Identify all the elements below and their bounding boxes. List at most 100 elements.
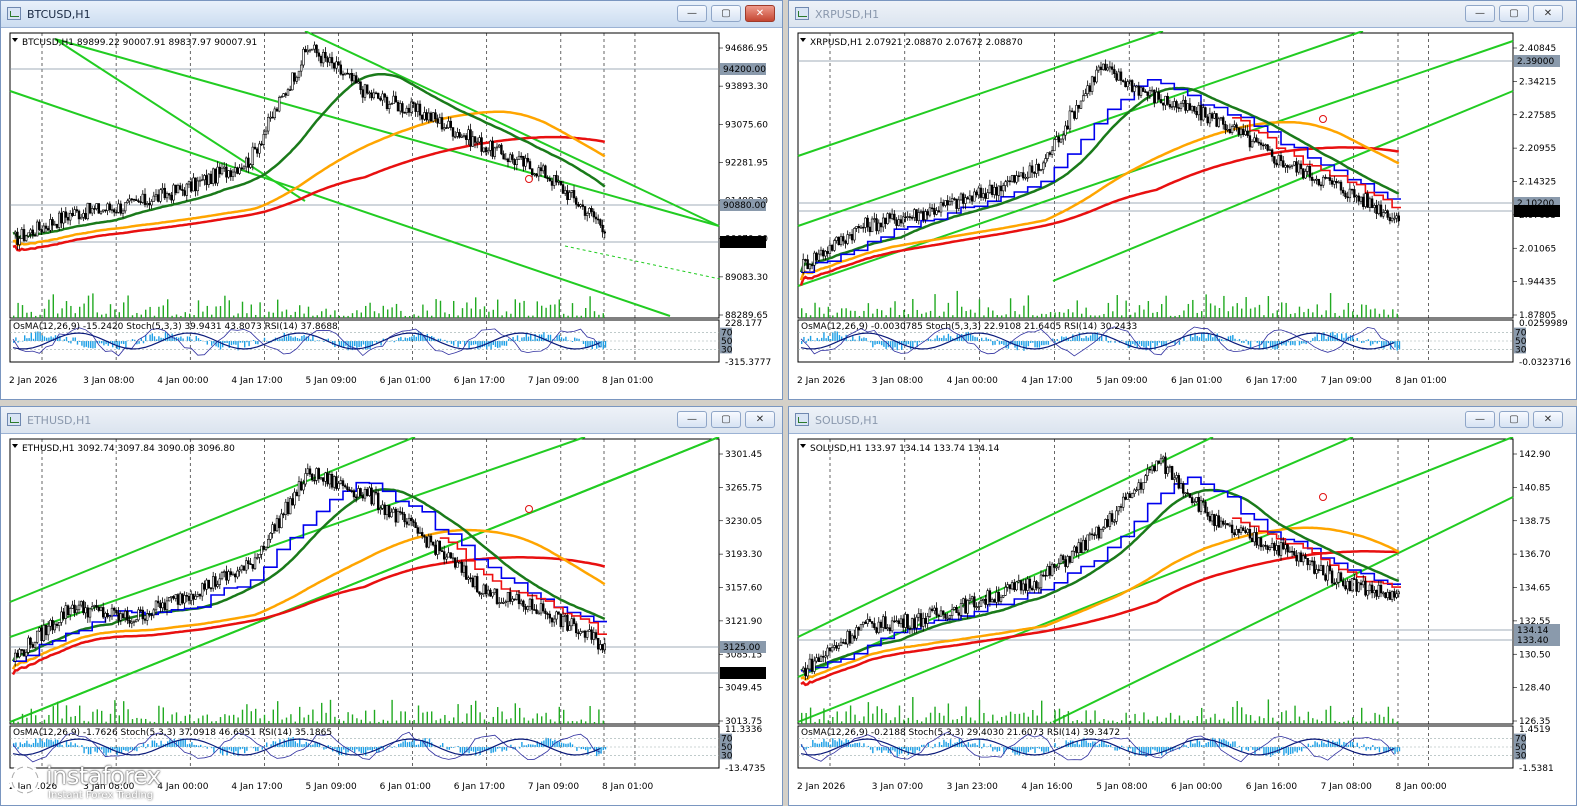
candle-body: [438, 540, 441, 551]
histogram-bar: [1381, 341, 1383, 349]
candle-body: [1242, 128, 1245, 135]
moving-average-fast: [11, 488, 606, 662]
maximize-button[interactable]: ▢: [1499, 5, 1529, 22]
volume-bar: [109, 713, 112, 724]
candle-body: [416, 527, 419, 534]
histogram-bar: [327, 745, 329, 747]
histogram-bar: [21, 744, 24, 747]
minimize-button[interactable]: —: [1465, 411, 1495, 428]
histogram-bar: [169, 335, 171, 341]
window-titlebar[interactable]: SOLUSD,H1 — ▢ ✕: [789, 407, 1576, 434]
candle-body: [412, 101, 415, 105]
maximize-button[interactable]: ▢: [711, 5, 741, 22]
volume-bar: [947, 703, 950, 724]
histogram-bar: [182, 338, 184, 341]
candle-body: [511, 598, 514, 602]
chart-window-btcusd[interactable]: BTCUSD,H1 — ▢ ✕ BTCUSD,H1 89899.22 90007…: [0, 0, 783, 400]
chart-area[interactable]: XRPUSD,H1 2.07921 2.08870 2.07672 2.0887…: [793, 31, 1571, 397]
chart-svg[interactable]: ETHUSD,H1 3092.74 3097.84 3090.08 3096.8…: [5, 437, 777, 803]
histogram-bar: [896, 747, 898, 757]
histogram-bar: [125, 341, 127, 348]
moving-average-slow: [12, 135, 606, 252]
volume-bar: [1227, 311, 1230, 318]
volume-bar: [180, 315, 182, 318]
close-button[interactable]: ✕: [1533, 5, 1563, 22]
volume-bar: [836, 711, 838, 724]
candle-body: [258, 553, 261, 558]
candle-body: [1099, 529, 1103, 539]
volume-bar: [558, 299, 560, 318]
volume-bar: [589, 296, 591, 318]
close-button[interactable]: ✕: [1533, 411, 1563, 428]
minimize-button[interactable]: —: [677, 411, 707, 428]
chart-area[interactable]: ETHUSD,H1 3092.74 3097.84 3090.08 3096.8…: [5, 437, 777, 803]
candle-body: [1050, 563, 1054, 576]
candle-body: [1002, 595, 1005, 598]
chart-window-ethusd[interactable]: ETHUSD,H1 — ▢ ✕ ETHUSD,H1 3092.74 3097.8…: [0, 406, 783, 806]
minimize-button[interactable]: —: [677, 5, 707, 22]
window-titlebar[interactable]: ETHUSD,H1 — ▢ ✕: [1, 407, 782, 434]
histogram-bar: [1378, 341, 1381, 342]
candle-body: [440, 550, 444, 552]
candle-body: [1086, 534, 1089, 551]
volume-bar: [536, 713, 538, 724]
candle-body: [1193, 501, 1196, 504]
candle-body: [434, 544, 437, 555]
histogram-bar: [285, 741, 288, 747]
time-axis-label: 4 Jan 00:00: [157, 376, 209, 386]
histogram-bar: [530, 333, 532, 341]
window-titlebar[interactable]: BTCUSD,H1 — ▢ ✕: [1, 1, 782, 28]
maximize-button[interactable]: ▢: [1499, 411, 1529, 428]
chart-svg[interactable]: BTCUSD,H1 89899.22 90007.91 89837.97 900…: [5, 31, 777, 397]
histogram-bar: [1263, 341, 1265, 350]
close-button[interactable]: ✕: [745, 411, 775, 428]
volume-bar: [1023, 712, 1025, 724]
chart-area[interactable]: SOLUSD,H1 133.97 134.14 133.74 134.14 OsM…: [793, 437, 1571, 803]
candle-body: [1017, 580, 1020, 583]
histogram-bar: [1163, 747, 1165, 752]
chart-svg[interactable]: SOLUSD,H1 133.97 134.14 133.74 134.14OsM…: [793, 437, 1571, 803]
candle-body: [16, 231, 19, 245]
candle-body: [1284, 165, 1287, 168]
chart-area[interactable]: BTCUSD,H1 89899.22 90007.91 89837.97 900…: [5, 31, 777, 397]
histogram-bar: [1327, 739, 1330, 747]
candle-body: [815, 252, 818, 261]
histogram-bar: [1341, 333, 1343, 341]
candle-body: [1344, 585, 1347, 590]
chart-svg[interactable]: XRPUSD,H1 2.07921 2.08870 2.07672 2.0887…: [793, 31, 1571, 397]
histogram-bar: [415, 744, 417, 747]
volume-bar: [422, 712, 424, 724]
histogram-bar: [1009, 747, 1012, 749]
candle-body: [196, 180, 199, 192]
candle-body: [392, 95, 395, 104]
minimize-button[interactable]: —: [1465, 5, 1495, 22]
candle-body: [269, 116, 272, 119]
histogram-bar: [158, 336, 160, 341]
candle-body: [944, 614, 947, 619]
volume-bar: [272, 709, 274, 724]
candle-body: [888, 627, 892, 632]
candle-body: [286, 501, 290, 515]
candle-body: [1102, 63, 1105, 70]
histogram-bar: [585, 747, 587, 751]
candle-body: [1344, 192, 1347, 198]
window-titlebar[interactable]: XRPUSD,H1 — ▢ ✕: [789, 1, 1576, 28]
chart-window-solusd[interactable]: SOLUSD,H1 — ▢ ✕ SOLUSD,H1 133.97 134.14 …: [788, 406, 1577, 806]
candle-body: [917, 212, 920, 221]
close-button[interactable]: ✕: [745, 5, 775, 22]
chart-window-xrpusd[interactable]: XRPUSD,H1 — ▢ ✕ XRPUSD,H1 2.07921 2.0887…: [788, 0, 1577, 400]
candle-body: [528, 161, 532, 169]
candle-body: [1188, 103, 1192, 111]
volume-bar: [576, 721, 578, 724]
histogram-bar: [369, 341, 371, 349]
volume-bar: [1298, 716, 1301, 724]
candle-body: [590, 629, 593, 640]
candle-body: [948, 615, 952, 619]
histogram-bar: [1156, 747, 1158, 752]
volume-bar: [1112, 720, 1114, 724]
maximize-button[interactable]: ▢: [711, 411, 741, 428]
histogram-bar: [1214, 334, 1216, 341]
time-axis-label: 6 Jan 17:00: [454, 782, 506, 792]
candle-body: [352, 75, 356, 82]
volume-bar: [475, 297, 477, 318]
